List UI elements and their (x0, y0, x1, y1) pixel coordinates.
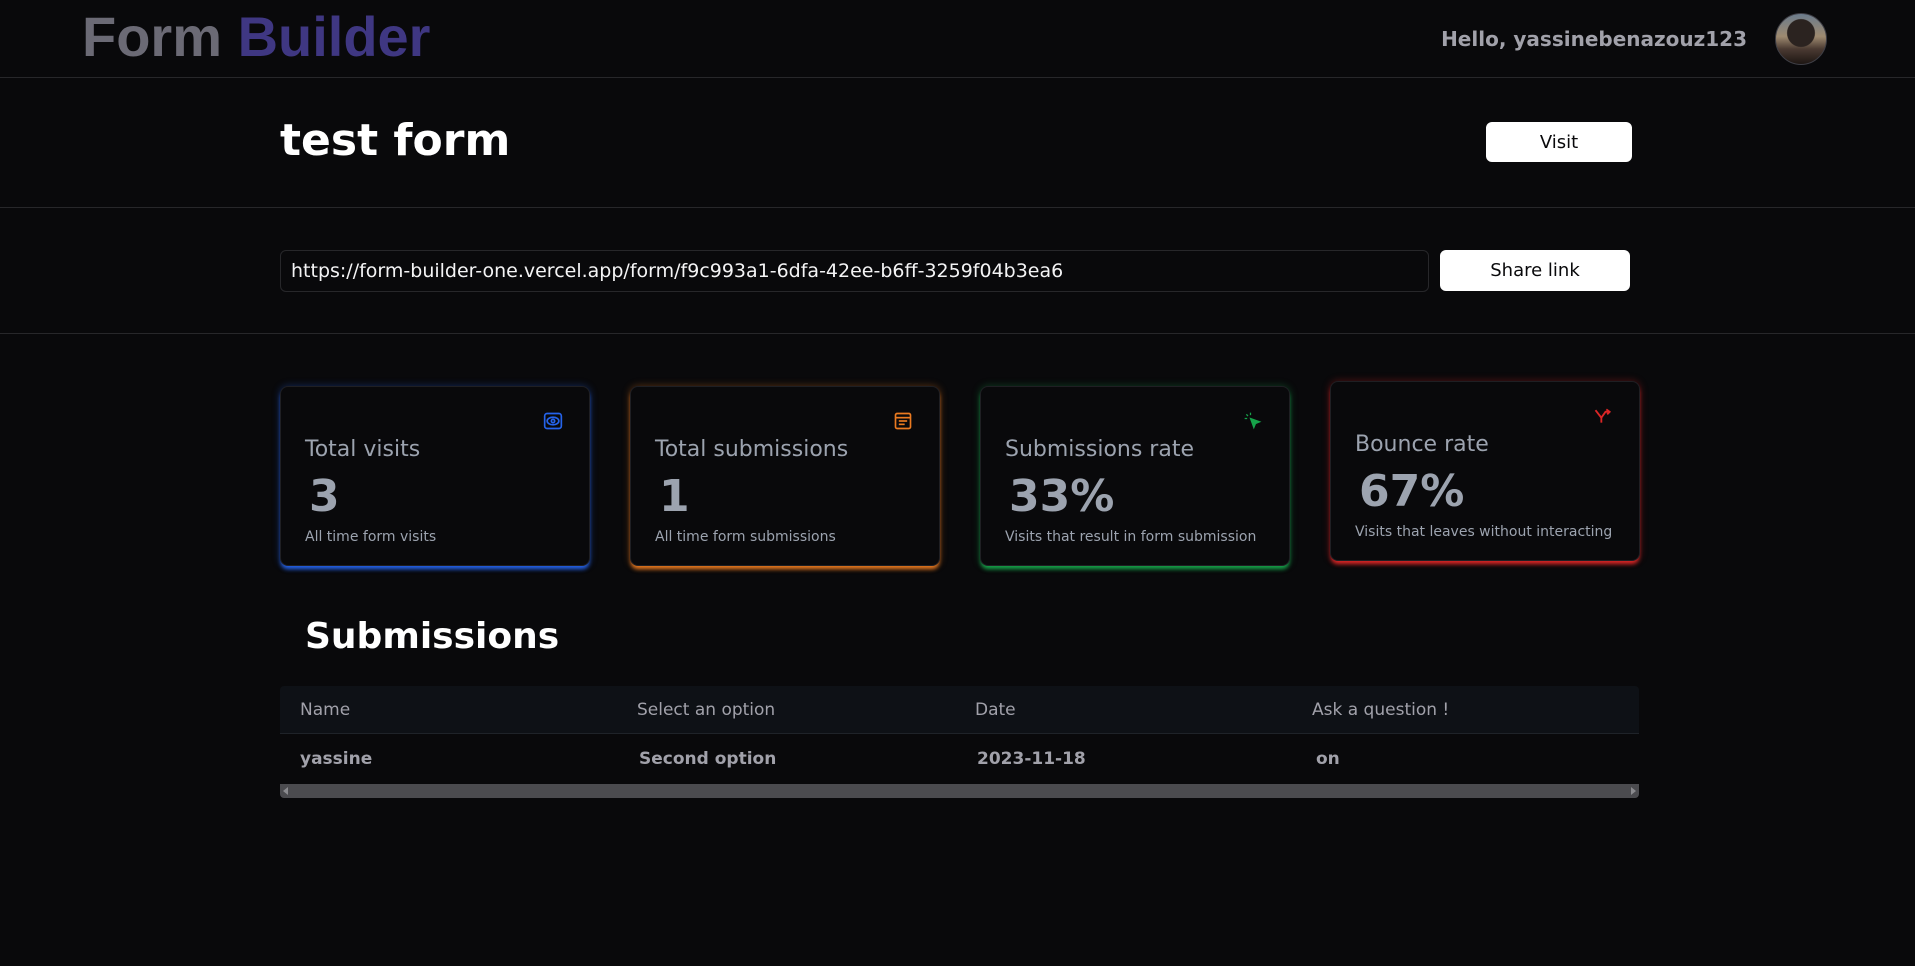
scroll-right-arrow-icon[interactable] (1631, 787, 1636, 795)
stat-subtitle: All time form submissions (655, 529, 836, 545)
stat-subtitle: Visits that result in form submission (1005, 529, 1257, 545)
eye-icon (543, 412, 563, 430)
logo-text-form: Form (82, 5, 222, 68)
stat-subtitle: All time form visits (305, 529, 437, 545)
stat-title: Total visits (305, 437, 421, 462)
stat-card-total-submissions: Total submissions 1 All time form submis… (630, 386, 940, 566)
stat-card-submissions-rate: Submissions rate 33% Visits that result … (980, 386, 1290, 566)
app-logo[interactable]: Form Builder (82, 6, 430, 68)
column-header: Ask a question ! (1312, 700, 1450, 720)
share-link-row: Share link (0, 208, 1915, 334)
horizontal-scrollbar[interactable] (280, 784, 1639, 798)
user-greeting: Hello, yassinebenazouz123 (1441, 27, 1747, 51)
share-link-button[interactable]: Share link (1440, 250, 1630, 291)
page-title: test form (280, 115, 511, 166)
submissions-heading: Submissions (305, 616, 560, 657)
stat-value: 67% (1359, 466, 1465, 517)
stat-title: Submissions rate (1005, 437, 1194, 462)
column-header: Name (300, 700, 351, 720)
stat-value: 33% (1009, 471, 1115, 522)
stat-subtitle: Visits that leaves without interacting (1355, 524, 1613, 540)
visit-button[interactable]: Visit (1486, 122, 1632, 162)
stat-card-bounce-rate: Bounce rate 67% Visits that leaves witho… (1330, 381, 1640, 561)
stat-title: Bounce rate (1355, 432, 1489, 457)
table-cell: 2023-11-18 (977, 749, 1086, 769)
stat-value: 1 (659, 471, 690, 522)
table-row: yassine Second option 2023-11-18 on (280, 734, 1639, 784)
column-header: Select an option (637, 700, 776, 720)
split-arrow-icon (1594, 408, 1612, 423)
top-navbar: Form Builder Hello, yassinebenazouz123 (0, 0, 1915, 78)
scroll-left-arrow-icon[interactable] (283, 787, 288, 795)
stat-title: Total submissions (655, 437, 849, 462)
form-header: test form Visit (0, 79, 1915, 208)
logo-text-builder: Builder (237, 5, 431, 68)
submissions-table: Name Select an option Date Ask a questio… (280, 686, 1639, 798)
stat-value: 3 (309, 471, 340, 522)
table-cell: Second option (639, 749, 777, 769)
user-avatar[interactable] (1775, 13, 1827, 65)
table-header: Name Select an option Date Ask a questio… (280, 686, 1639, 734)
table-cell: yassine (300, 749, 373, 769)
stat-card-total-visits: Total visits 3 All time form visits (280, 386, 590, 566)
cursor-click-icon (1244, 412, 1262, 430)
column-header: Date (975, 700, 1016, 720)
form-icon (894, 412, 912, 430)
table-cell: on (1316, 749, 1340, 769)
share-url-input[interactable] (280, 250, 1429, 292)
